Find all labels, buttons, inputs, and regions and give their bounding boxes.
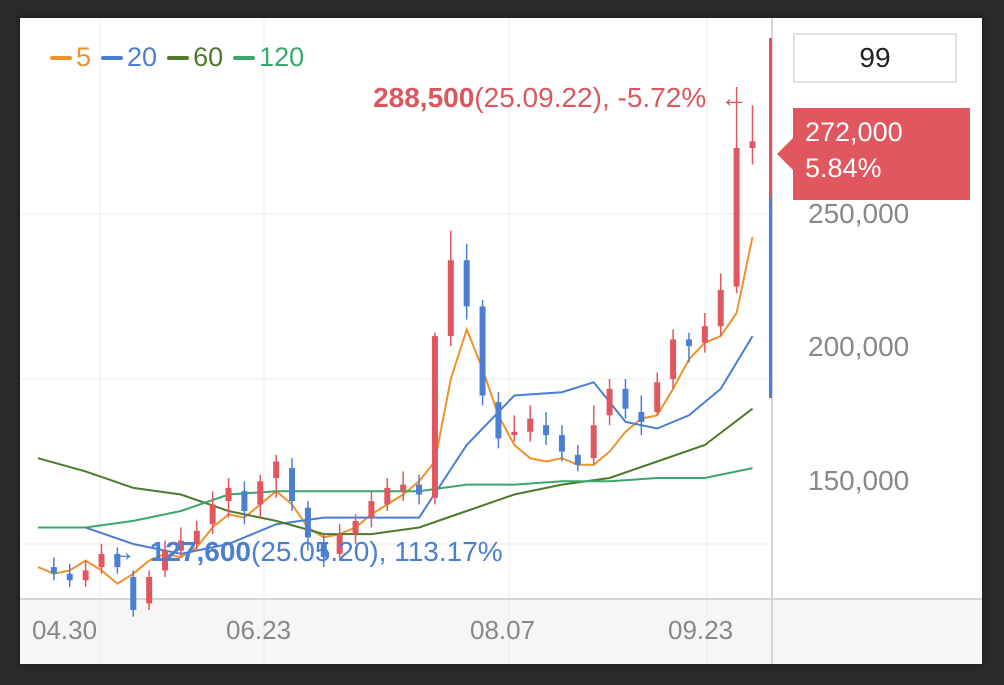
candle-body: [574, 454, 581, 465]
candle-body: [114, 553, 121, 568]
current-price-value: 272,000: [805, 117, 903, 147]
ma-line-5: [37, 236, 754, 585]
candle-body: [670, 339, 677, 379]
legend-label-60: 60: [193, 42, 224, 72]
candle-body: [733, 148, 740, 287]
ma-line-60: [37, 407, 754, 536]
candle-body: [447, 260, 454, 337]
low-price-detail: (25.05.20), 113.17%: [251, 536, 503, 567]
candle-body: [701, 326, 708, 343]
legend-item-20[interactable]: 20: [101, 42, 157, 73]
x-axis-band: [20, 599, 982, 664]
candle-body: [558, 435, 565, 452]
candle-body: [590, 425, 597, 459]
candle-body: [543, 425, 550, 436]
x-tick-label: 06.23: [226, 615, 292, 645]
candle-body: [717, 289, 724, 327]
candle-body: [50, 567, 57, 574]
legend-item-120[interactable]: 120: [233, 42, 304, 73]
candle-body: [273, 461, 280, 478]
candle-body: [495, 402, 502, 439]
chart-frame: 5 20 60 120 288,500(25.09.22), -5.72% ← …: [20, 18, 982, 664]
candle-body: [66, 573, 73, 581]
candle-body: [479, 306, 486, 396]
candle-body: [416, 484, 423, 495]
candle-body: [225, 487, 232, 502]
low-price-value: 127,600: [149, 536, 251, 567]
candle-body: [606, 388, 613, 416]
candle-body: [622, 388, 629, 409]
legend-label-5: 5: [76, 42, 92, 72]
candle-body: [289, 468, 296, 502]
high-price-annotation: 288,500(25.09.22), -5.72% ←: [373, 82, 754, 114]
left-arrow-icon: ←: [720, 82, 748, 113]
ma-line-20: [38, 335, 754, 555]
candle-body: [241, 491, 248, 511]
moving-average-legend: 5 20 60 120: [50, 42, 304, 73]
candle-body: [511, 431, 518, 436]
candle-body: [162, 550, 169, 571]
candle-body: [304, 507, 311, 538]
x-tick-label: 09.23: [668, 615, 734, 645]
candle-body: [146, 577, 153, 604]
legend-label-120: 120: [259, 42, 305, 72]
candle-body: [463, 260, 470, 307]
candlestick-chart[interactable]: [20, 18, 982, 664]
legend-swatch-5: [50, 55, 72, 60]
candle-body: [400, 484, 407, 492]
candle-body: [685, 339, 692, 346]
candle-body: [130, 577, 137, 610]
candle-body: [638, 412, 645, 422]
legend-swatch-120: [233, 55, 256, 60]
legend-swatch-60: [167, 55, 190, 60]
y-tick-label: 250,000: [808, 198, 910, 229]
low-price-annotation: → 127,600(25.05.20), 113.17%: [102, 536, 503, 568]
candle-body: [336, 534, 343, 554]
x-tick-label: 08.07: [470, 615, 536, 645]
high-price-value: 288,500: [373, 82, 475, 113]
candle-body: [209, 504, 216, 525]
candle-body: [527, 418, 534, 432]
candle-body: [352, 520, 359, 535]
candle-body: [368, 501, 375, 518]
x-tick-label: 04.30: [32, 615, 98, 645]
y-tick-label: 150,000: [808, 465, 910, 496]
candle-body: [749, 141, 756, 148]
legend-swatch-20: [101, 55, 124, 60]
right-arrow-icon: →: [108, 536, 136, 567]
candle-body: [98, 553, 105, 568]
legend-item-60[interactable]: 60: [167, 42, 223, 73]
candle-body: [654, 382, 661, 412]
current-price-tag: 272,000 5.84%: [777, 108, 970, 200]
current-price-change: 5.84%: [805, 153, 882, 183]
legend-item-5[interactable]: 5: [50, 42, 91, 73]
candle-body: [82, 570, 89, 581]
zoom-input[interactable]: 99: [793, 33, 957, 83]
candle-body: [431, 336, 438, 498]
legend-label-20: 20: [127, 42, 158, 72]
candle-body: [384, 487, 391, 505]
price-range-bar-down: [769, 198, 772, 398]
high-price-detail: (25.09.22), -5.72%: [474, 82, 707, 113]
candle-body: [177, 540, 184, 551]
price-range-bar-up: [769, 38, 772, 198]
ma-line-120: [38, 467, 753, 529]
candle-body: [193, 530, 200, 544]
candle-body: [257, 481, 264, 505]
y-tick-label: 200,000: [808, 331, 910, 362]
candle-body: [320, 544, 327, 558]
